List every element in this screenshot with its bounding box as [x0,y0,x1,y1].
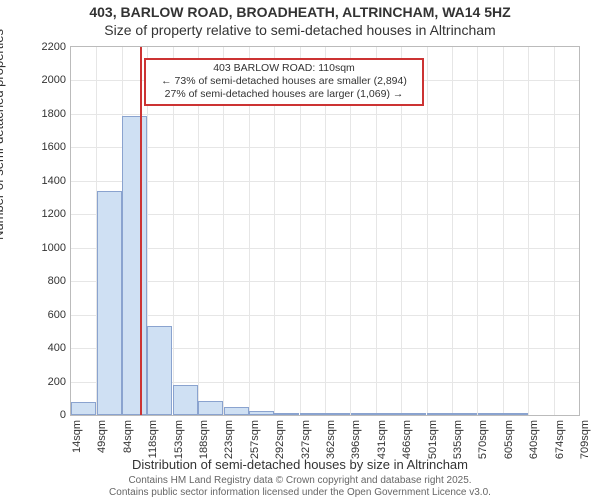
histogram-bar [325,413,350,415]
y-tick-label: 800 [26,275,66,287]
y-axis-label: Number of semi-detached properties [0,29,6,240]
histogram-bar [249,411,274,415]
vgrid-line [452,47,453,415]
callout-box: 403 BARLOW ROAD: 110sqm ← 73% of semi-de… [144,58,424,106]
y-tick-label: 2000 [26,74,66,86]
y-tick-label: 400 [26,342,66,354]
histogram-bar [478,413,503,415]
callout-line-3: 27% of semi-detached houses are larger (… [152,88,416,101]
histogram-bar [97,191,122,415]
histogram-bar [401,413,426,415]
histogram-bar [274,413,299,416]
vgrid-line [477,47,478,415]
callout-line-1: 403 BARLOW ROAD: 110sqm [152,62,416,75]
y-tick-label: 1400 [26,175,66,187]
y-tick-label: 600 [26,309,66,321]
histogram-bar [376,413,401,415]
y-tick-label: 1600 [26,141,66,153]
histogram-bar [452,413,477,415]
histogram-bar [224,407,249,415]
property-marker-line [140,47,142,415]
histogram-bar [173,385,198,415]
histogram-bar [122,116,147,415]
histogram-bar [71,402,96,415]
chart-container: 403, BARLOW ROAD, BROADHEATH, ALTRINCHAM… [0,0,600,500]
title-line-1: 403, BARLOW ROAD, BROADHEATH, ALTRINCHAM… [0,4,600,20]
histogram-bar [198,401,223,415]
histogram-bar [351,413,376,415]
footnote-line-2: Contains public sector information licen… [0,487,600,499]
y-tick-label: 200 [26,376,66,388]
callout-line-2: ← 73% of semi-detached houses are smalle… [152,75,416,88]
vgrid-line [427,47,428,415]
histogram-bar [503,413,528,415]
y-tick-label: 0 [26,409,66,421]
footnote-line-1: Contains HM Land Registry data © Crown c… [0,475,600,487]
histogram-bar [147,326,172,415]
y-tick-label: 1000 [26,242,66,254]
vgrid-line [554,47,555,415]
vgrid-line [528,47,529,415]
histogram-bar [427,413,452,415]
y-tick-label: 1200 [26,208,66,220]
vgrid-line [503,47,504,415]
x-axis-label: Distribution of semi-detached houses by … [0,457,600,472]
y-tick-label: 1800 [26,108,66,120]
histogram-bar [300,413,325,415]
title-line-2: Size of property relative to semi-detach… [0,22,600,38]
y-tick-label: 2200 [26,41,66,53]
footnote: Contains HM Land Registry data © Crown c… [0,475,600,498]
